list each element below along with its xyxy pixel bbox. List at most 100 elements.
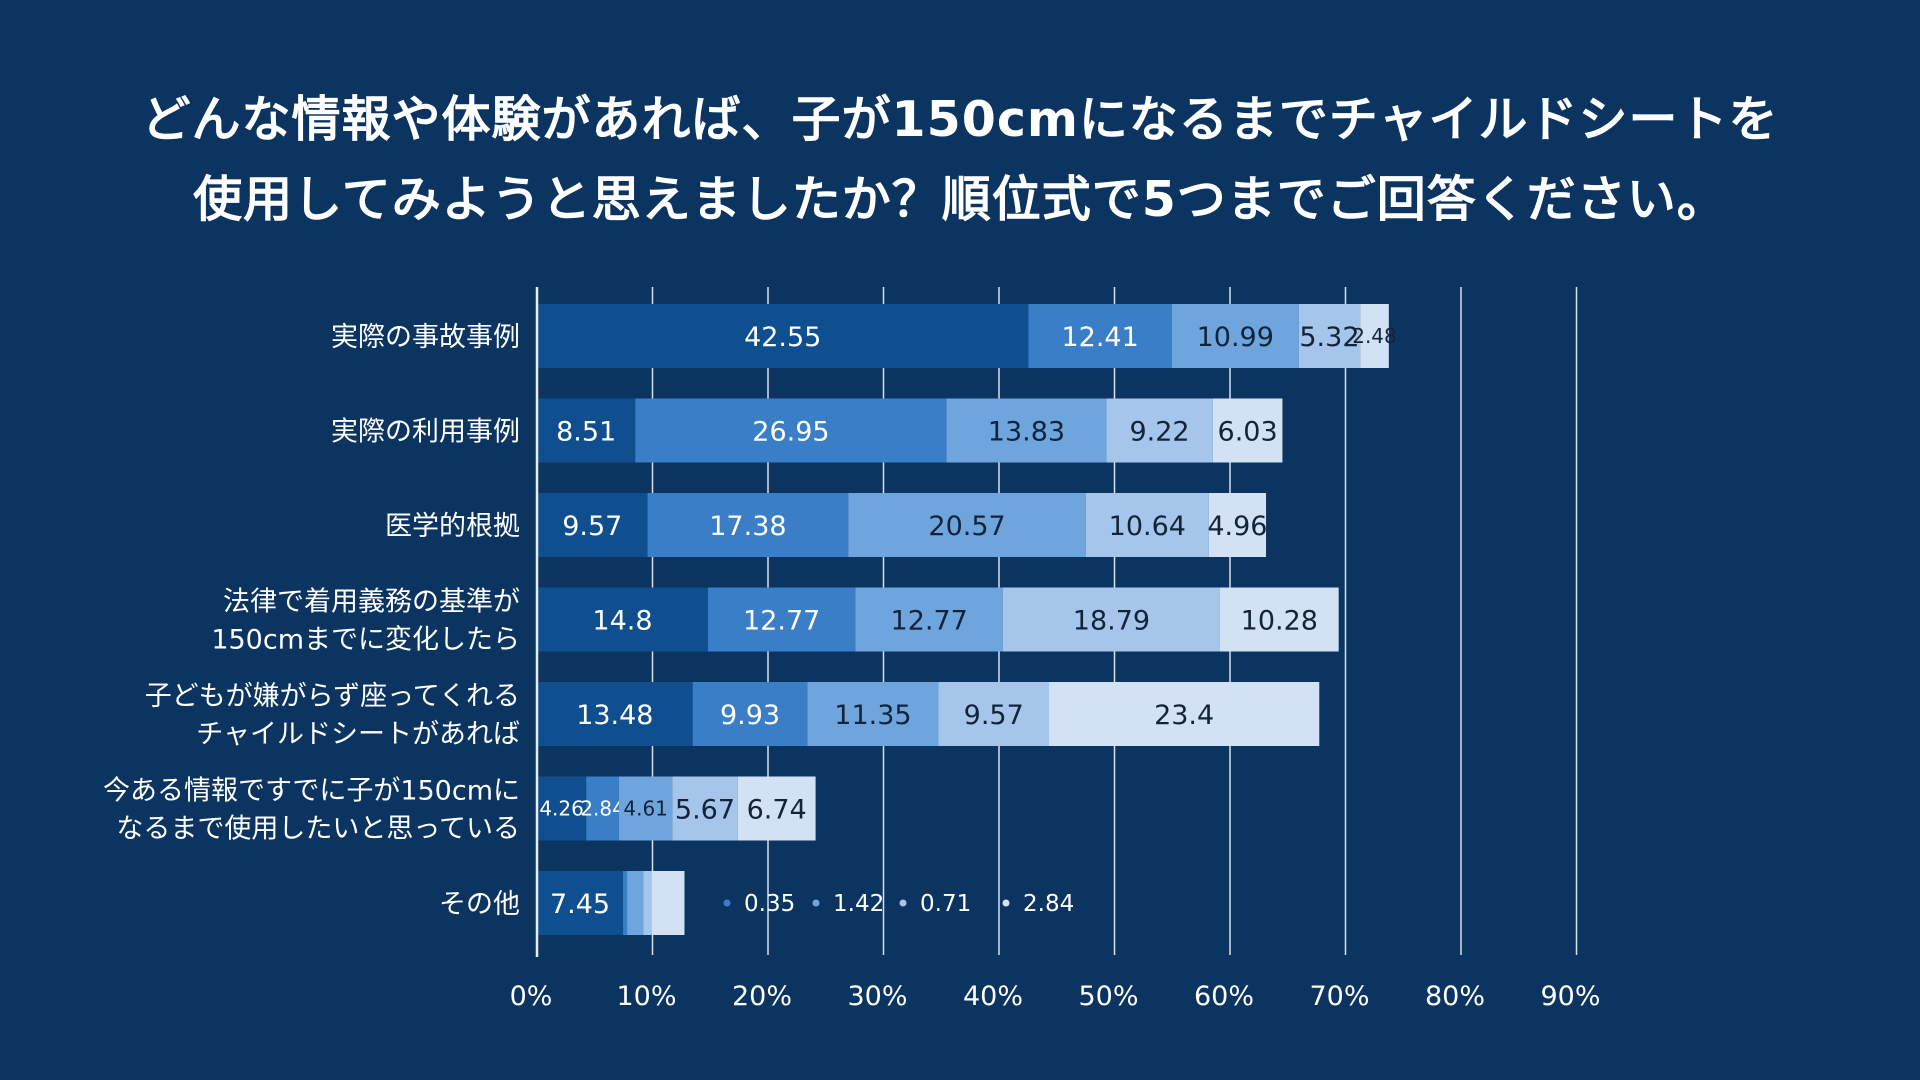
bar-segment (737, 776, 816, 841)
data-label: 7.45 (550, 889, 610, 920)
bar-segment (807, 682, 939, 746)
data-label: 9.57 (964, 700, 1024, 731)
bar-segment (1212, 398, 1283, 463)
data-label: 2.84 (1023, 891, 1074, 917)
data-label: 18.79 (1073, 606, 1150, 637)
bar-segment (643, 871, 652, 935)
x-tick-label: 80% (1425, 981, 1485, 1012)
bar-segment (1208, 493, 1267, 557)
category-label-line: 実際の事故事例 (331, 322, 520, 353)
x-tick-label: 90% (1540, 981, 1600, 1012)
data-label: 11.35 (834, 700, 911, 731)
x-tick-label: 60% (1194, 981, 1254, 1012)
category-label-line: なるまで使用したいと思っている (116, 814, 520, 845)
data-label: 10.99 (1197, 322, 1274, 353)
x-tick-label: 20% (732, 981, 792, 1012)
chart-title-line-2: 使用してみようと思えましたか？順位式で5つまでご回答ください。 (193, 171, 1727, 228)
category-label: 実際の事故事例 (331, 322, 520, 353)
data-label: 12.77 (743, 606, 820, 637)
data-label: 6.74 (747, 795, 807, 826)
bar-segment (672, 776, 738, 841)
data-label: 4.61 (623, 797, 668, 821)
data-label-dot (812, 899, 820, 907)
bar-segment (946, 398, 1107, 463)
bar-segment (647, 493, 849, 557)
data-label: 2.84 (580, 797, 625, 821)
category-label: 今ある情報ですでに子が150cmになるまで使用したいと思っている (103, 776, 520, 845)
x-tick-label: 0% (510, 981, 553, 1012)
bar-segment (938, 682, 1050, 746)
data-label: 9.22 (1129, 417, 1189, 448)
bar-segment (537, 587, 708, 652)
category-label-line: 法律で着用義務の基準が (223, 587, 520, 618)
data-label: 5.32 (1299, 322, 1359, 353)
bar-segment (627, 871, 644, 935)
data-label: 13.48 (576, 700, 653, 731)
bar-segment (619, 776, 673, 841)
x-tick-label: 10% (616, 981, 676, 1012)
x-tick-label: 30% (847, 981, 907, 1012)
bar-segment (537, 682, 693, 746)
x-tick-label: 50% (1078, 981, 1138, 1012)
category-label: 実際の利用事例 (331, 417, 520, 448)
bar-segment (623, 871, 628, 935)
data-label: 20.57 (928, 511, 1005, 542)
category-label-line: 子どもが嫌がらず座ってくれる (145, 681, 520, 712)
bar-segment (651, 871, 685, 935)
data-label: 6.03 (1218, 417, 1278, 448)
x-tick-label: 70% (1309, 981, 1369, 1012)
category-label-line: チャイルドシートがあれば (196, 719, 520, 750)
bar-segment (1360, 304, 1389, 368)
bar-segment (1028, 304, 1172, 368)
data-label: 13.83 (988, 417, 1065, 448)
category-label-line: 医学的根拠 (385, 511, 520, 542)
data-label: 10.28 (1241, 606, 1318, 637)
bar-segment (1298, 304, 1361, 368)
data-label-dot (899, 899, 907, 907)
data-label: 12.77 (891, 606, 968, 637)
bar-segment (1171, 304, 1299, 368)
category-label-line: その他 (439, 889, 520, 920)
bar-segment (1049, 682, 1320, 746)
data-label: 14.8 (592, 606, 652, 637)
data-label: 2.48 (1352, 324, 1397, 348)
data-label: 42.55 (744, 322, 821, 353)
data-label: 1.42 (833, 891, 884, 917)
bar-segment (635, 398, 947, 463)
bar-segment (692, 682, 808, 746)
data-label-dot (723, 899, 731, 907)
bar-segment (1085, 493, 1209, 557)
data-label: 9.93 (720, 700, 780, 731)
bar-segment (537, 871, 624, 935)
category-label-line: 実際の利用事例 (331, 417, 520, 448)
data-label: 23.4 (1154, 700, 1214, 731)
data-label: 5.67 (675, 795, 735, 826)
bar-segment (855, 587, 1003, 652)
data-label: 8.51 (556, 417, 616, 448)
data-label-dot (1002, 899, 1010, 907)
category-label-line: 今ある情報ですでに子が150cmに (103, 776, 520, 807)
data-label: 4.26 (539, 797, 584, 821)
x-tick-label: 40% (963, 981, 1023, 1012)
data-label: 9.57 (562, 511, 622, 542)
data-label: 0.35 (744, 891, 795, 917)
category-label: 子どもが嫌がらず座ってくれるチャイルドシートがあれば (145, 681, 520, 750)
category-label-line: 150cmまでに変化したら (211, 625, 520, 656)
bar-segment (586, 776, 620, 841)
category-label: 医学的根拠 (385, 511, 520, 542)
data-label: 0.71 (920, 891, 971, 917)
category-label: 法律で着用義務の基準が 150cmまでに変化したら (211, 587, 520, 656)
data-label: 17.38 (709, 511, 786, 542)
bar-segment (537, 776, 587, 841)
chart-title-line-1: どんな情報や体験があれば、子が150cmになるまでチャイルドシートを (141, 91, 1779, 148)
bar-segment (1219, 587, 1339, 652)
bar-segment (1002, 587, 1220, 652)
data-label: 26.95 (752, 417, 829, 448)
bar-segment (848, 493, 1086, 557)
bar-segment (537, 398, 636, 463)
category-label: その他 (439, 889, 520, 920)
bar-segment (1106, 398, 1213, 463)
data-label: 12.41 (1061, 322, 1138, 353)
